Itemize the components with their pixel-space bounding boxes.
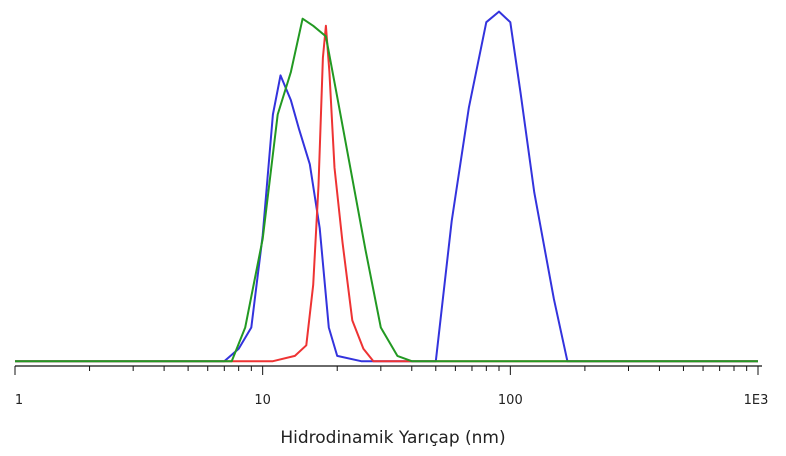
x-tick-label: 1 xyxy=(15,393,23,408)
series-line-3 xyxy=(15,17,758,363)
series-line-2 xyxy=(15,24,758,363)
x-tick-label: 100 xyxy=(498,393,523,408)
series-line-1 xyxy=(15,10,758,363)
series-layer xyxy=(15,10,758,363)
tick-layer: 1 10 100 1E3 xyxy=(14,366,769,408)
x-tick-label: 10 xyxy=(254,393,271,408)
x-tick-label: 1E3 xyxy=(744,393,769,408)
x-axis-title: Hidrodinamik Yarıçap (nm) xyxy=(280,428,505,448)
